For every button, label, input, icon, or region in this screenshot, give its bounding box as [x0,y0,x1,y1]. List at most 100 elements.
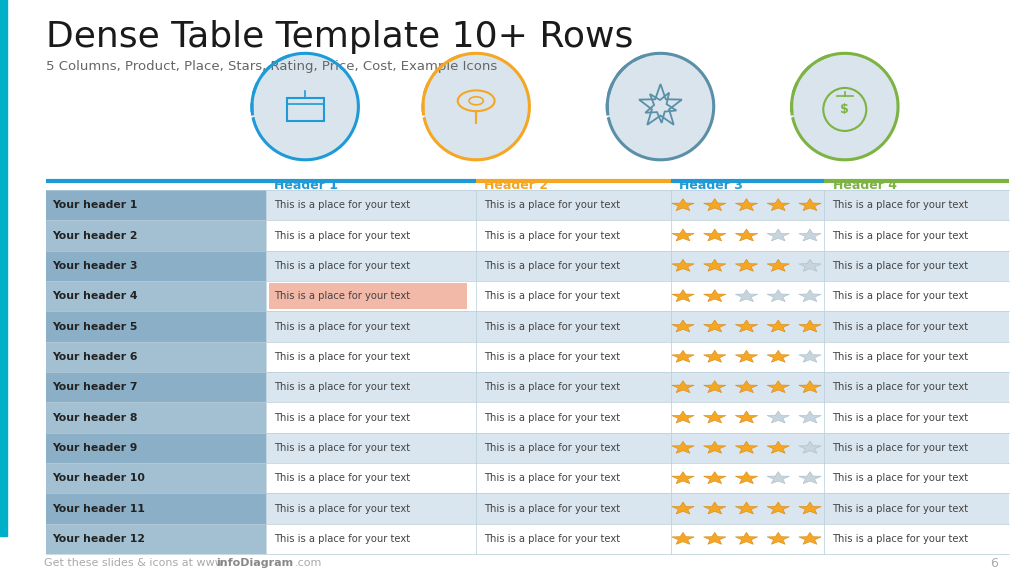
Polygon shape [735,441,758,453]
Polygon shape [672,381,694,393]
Bar [46,221,266,251]
Polygon shape [735,229,758,241]
Text: Your header 8: Your header 8 [52,412,137,423]
Polygon shape [767,472,790,484]
Text: This is a place for your text: This is a place for your text [484,200,621,210]
Polygon shape [735,411,758,423]
Polygon shape [703,290,726,302]
Text: This is a place for your text: This is a place for your text [484,443,621,453]
Text: Your header 7: Your header 7 [52,382,137,392]
Text: This is a place for your text: This is a place for your text [274,534,411,544]
Polygon shape [703,532,726,544]
Polygon shape [799,199,821,211]
Text: This is a place for your text: This is a place for your text [274,321,411,332]
Polygon shape [703,411,726,423]
Text: This is a place for your text: This is a place for your text [833,200,969,210]
Polygon shape [799,290,821,302]
Text: Your header 6: Your header 6 [52,352,137,362]
Text: Your header 1: Your header 1 [52,200,137,210]
Polygon shape [767,381,790,393]
Text: This is a place for your text: This is a place for your text [484,382,621,392]
Polygon shape [672,532,694,544]
Polygon shape [767,532,790,544]
Text: This is a place for your text: This is a place for your text [833,321,969,332]
Bar [46,463,266,494]
Text: Dense Table Template 10+ Rows: Dense Table Template 10+ Rows [46,20,634,54]
Text: This is a place for your text: This is a place for your text [833,443,969,453]
Polygon shape [672,320,694,332]
Polygon shape [703,320,726,332]
Polygon shape [767,259,790,271]
Bar [46,251,266,281]
Polygon shape [767,411,790,423]
Polygon shape [672,502,694,514]
Bar [46,221,1009,251]
Text: This is a place for your text: This is a place for your text [484,534,621,544]
Text: This is a place for your text: This is a place for your text [833,261,969,271]
Bar [46,524,1009,554]
Bar [46,281,1009,312]
Text: This is a place for your text: This is a place for your text [833,534,969,544]
Polygon shape [672,472,694,484]
Text: 5 Columns, Product, Place, Stars, Rating, Price, Cost, Example Icons: 5 Columns, Product, Place, Stars, Rating… [46,60,498,74]
Polygon shape [799,229,821,241]
Text: infoDiagram: infoDiagram [216,558,293,569]
Text: Header 3: Header 3 [679,179,742,192]
Text: This is a place for your text: This is a place for your text [274,230,411,241]
Text: Your header 5: Your header 5 [52,321,137,332]
Text: This is a place for your text: This is a place for your text [484,291,621,301]
Text: Your header 12: Your header 12 [52,534,145,544]
Bar [0,0,7,536]
Polygon shape [735,381,758,393]
Text: This is a place for your text: This is a place for your text [484,321,621,332]
Text: This is a place for your text: This is a place for your text [274,291,411,301]
Text: Header 1: Header 1 [274,179,338,192]
Bar [46,342,266,372]
Bar [46,433,266,463]
Text: This is a place for your text: This is a place for your text [274,261,411,271]
Text: This is a place for your text: This is a place for your text [833,352,969,362]
Polygon shape [735,532,758,544]
Polygon shape [735,259,758,271]
Polygon shape [767,320,790,332]
Bar [46,281,266,312]
Bar [46,494,266,524]
Polygon shape [735,472,758,484]
Bar [46,433,1009,463]
Polygon shape [767,229,790,241]
Polygon shape [799,381,821,393]
Polygon shape [672,411,694,423]
Bar [46,342,1009,372]
Polygon shape [703,441,726,453]
Polygon shape [703,259,726,271]
Polygon shape [672,290,694,302]
Text: Your header 9: Your header 9 [52,443,137,453]
Polygon shape [799,320,821,332]
Polygon shape [672,350,694,362]
Bar [46,190,1009,221]
Text: This is a place for your text: This is a place for your text [484,352,621,362]
Ellipse shape [607,54,714,160]
Bar [46,372,1009,403]
Bar [46,312,266,342]
Text: This is a place for your text: This is a place for your text [833,473,969,483]
Polygon shape [767,199,790,211]
Text: Your header 10: Your header 10 [52,473,145,483]
Polygon shape [703,381,726,393]
Text: Your header 11: Your header 11 [52,503,145,514]
Text: Header 4: Header 4 [833,179,897,192]
Text: This is a place for your text: This is a place for your text [484,230,621,241]
Text: 6: 6 [990,557,998,570]
Text: $: $ [841,103,849,116]
Polygon shape [703,229,726,241]
Bar [46,312,1009,342]
Ellipse shape [423,54,529,160]
Text: This is a place for your text: This is a place for your text [274,382,411,392]
Text: Your header 4: Your header 4 [52,291,137,301]
Polygon shape [767,350,790,362]
Bar [269,283,467,309]
Polygon shape [799,502,821,514]
Polygon shape [703,472,726,484]
Text: Your header 3: Your header 3 [52,261,137,271]
Text: This is a place for your text: This is a place for your text [833,412,969,423]
